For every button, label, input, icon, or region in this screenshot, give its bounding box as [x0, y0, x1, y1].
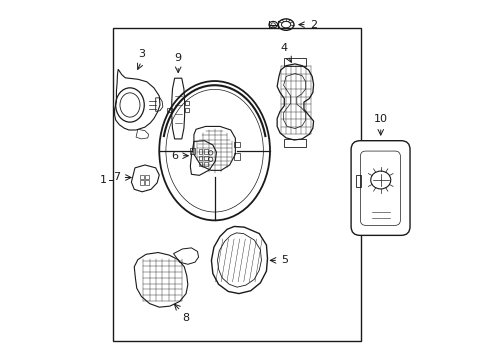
Text: 3: 3: [138, 49, 145, 59]
Bar: [140, 175, 144, 179]
Bar: [234, 153, 240, 159]
Bar: [140, 180, 144, 185]
Bar: [113, 28, 361, 341]
Bar: [198, 149, 202, 154]
Bar: [356, 175, 361, 187]
Bar: [234, 142, 240, 147]
Bar: [168, 108, 172, 112]
Bar: [204, 149, 208, 154]
Text: 5: 5: [281, 255, 288, 265]
Text: 9: 9: [174, 53, 182, 63]
Bar: [198, 162, 202, 166]
Text: 2: 2: [310, 19, 318, 30]
Bar: [204, 156, 208, 160]
Bar: [146, 175, 149, 179]
Text: 4: 4: [281, 43, 288, 53]
Text: 6: 6: [172, 151, 178, 161]
FancyBboxPatch shape: [351, 141, 410, 235]
Text: 8: 8: [182, 313, 190, 323]
Bar: [284, 139, 306, 147]
Text: 7: 7: [114, 172, 121, 183]
Text: 1: 1: [99, 175, 106, 185]
Bar: [190, 148, 195, 154]
Bar: [185, 102, 189, 105]
Text: 10: 10: [374, 113, 388, 123]
Bar: [185, 108, 189, 112]
Bar: [284, 58, 306, 66]
Bar: [198, 156, 202, 160]
Bar: [204, 162, 208, 166]
Bar: [146, 180, 149, 185]
